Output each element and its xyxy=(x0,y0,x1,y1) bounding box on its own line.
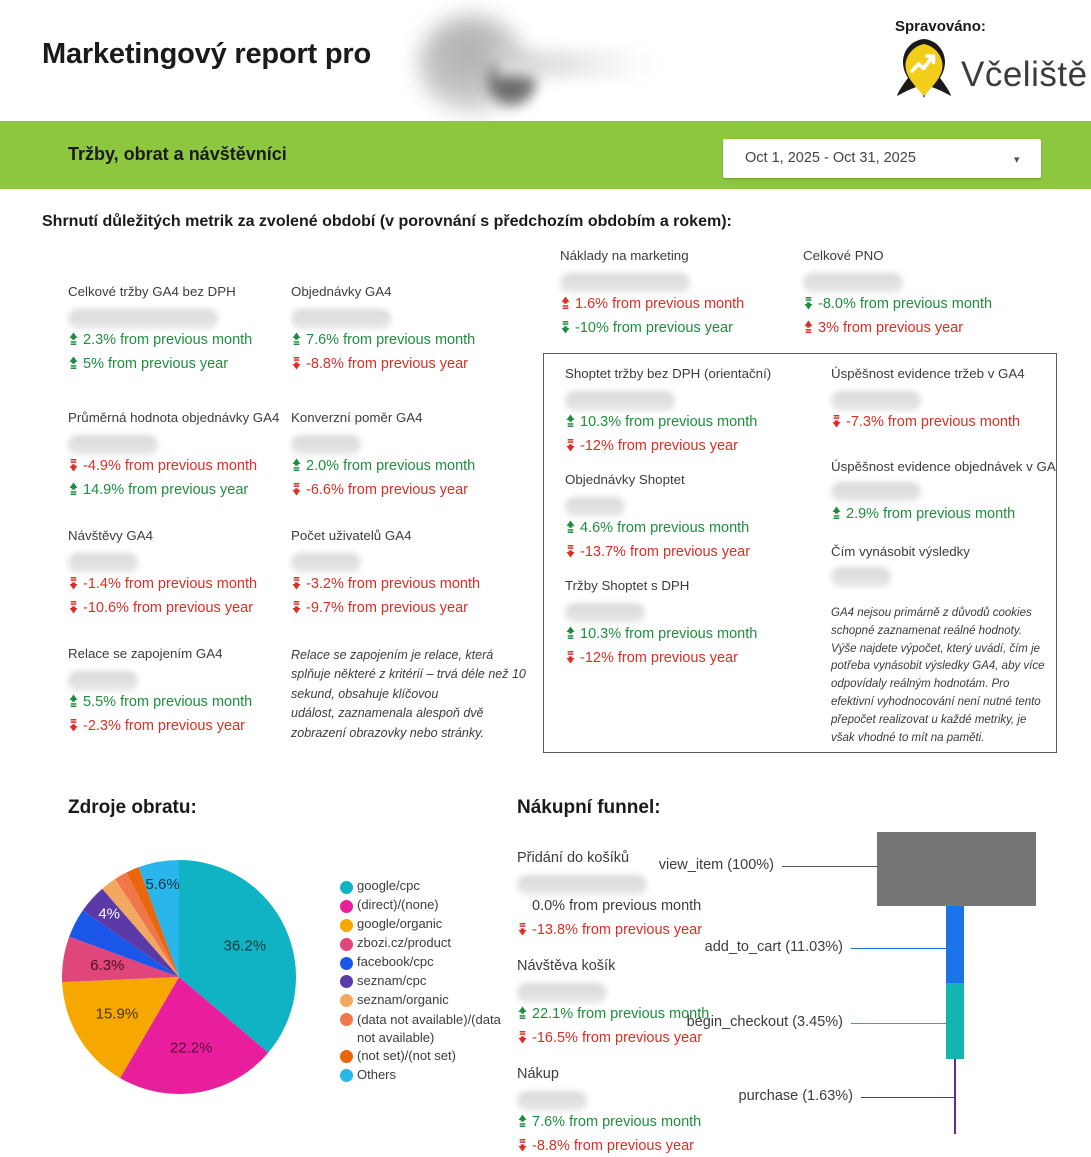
svg-text:36.2%: 36.2% xyxy=(224,937,267,954)
svg-text:6.3%: 6.3% xyxy=(90,957,124,974)
svg-text:15.9%: 15.9% xyxy=(96,1005,139,1022)
svg-text:22.2%: 22.2% xyxy=(170,1039,213,1056)
svg-text:5.6%: 5.6% xyxy=(145,876,179,893)
svg-text:4%: 4% xyxy=(98,906,120,923)
